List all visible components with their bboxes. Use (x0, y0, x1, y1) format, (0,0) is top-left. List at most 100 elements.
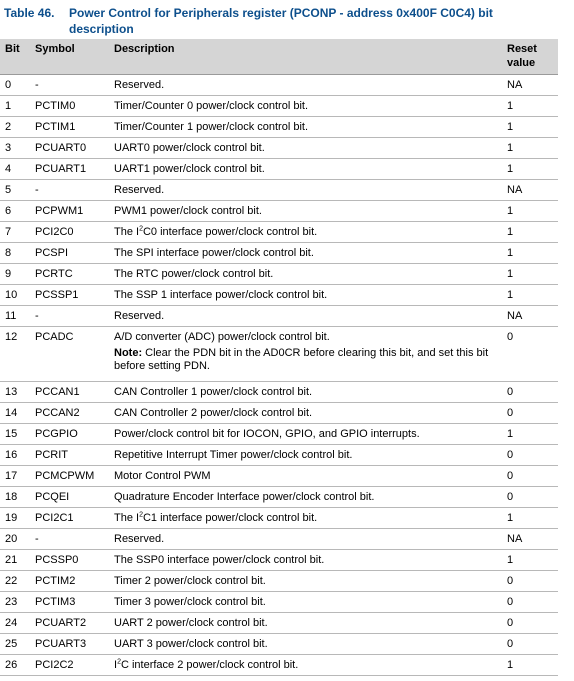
table-row: 15 PCGPIO Power/clock control bit for IOCO… (0, 423, 558, 445)
bit-cell: 8 (0, 242, 30, 264)
header-bit: Bit (0, 39, 30, 75)
description-cell: The SSP0 interface power/clock control b… (109, 549, 502, 571)
description-cell: The SPI interface power/clock control bi… (109, 242, 502, 264)
symbol-cell: PCGPIO (30, 423, 109, 445)
table-row: 11- Reserved. NA (0, 305, 558, 327)
table-row: 4 PCUART1 UART1 power/clock control bit. 1 (0, 158, 558, 180)
description-text: CAN Controller 2 power/clock control bit… (114, 407, 313, 419)
description-text: UART0 power/clock control bit. (114, 142, 265, 154)
table-row: 8 PCSPI The SPI interface power/clock cont… (0, 242, 558, 264)
description-cell: The I2C0 interface power/clock control b… (109, 221, 502, 243)
table-row: 3 PCUART0 UART0 power/clock control bit. 1 (0, 137, 558, 159)
description-cell: Timer 3 power/clock control bit. (109, 591, 502, 613)
superscript: 2 (117, 658, 121, 666)
symbol-cell: PCMCPWM (30, 465, 109, 487)
bit-cell: 15 (0, 423, 30, 445)
description-text: Repetitive Interrupt Timer power/clock c… (114, 449, 353, 461)
symbol-cell: PCRIT (30, 444, 109, 466)
bit-cell: 17 (0, 465, 30, 487)
superscript: 2 (139, 511, 143, 519)
note-label: Note: (114, 347, 143, 359)
table-title: Power Control for Peripherals register (… (69, 6, 493, 36)
description-cell: Power/clock control bit for IOCON, GPIO,… (109, 423, 502, 445)
table-row: 1 PCTIM0 Timer/Counter 0 power/clock contr… (0, 95, 558, 117)
description-cell: The RTC power/clock control bit. (109, 263, 502, 285)
symbol-cell: - (30, 528, 109, 550)
description-text: The I (114, 226, 140, 238)
table-row: 22 PCTIM2 Timer 2 power/clock control bit.… (0, 570, 558, 592)
description-cell: CAN Controller 2 power/clock control bit… (109, 402, 502, 424)
symbol-cell: PCUART1 (30, 158, 109, 180)
reset-value-cell: 1 (502, 507, 558, 529)
reset-value-cell: 1 (502, 242, 558, 264)
reset-value-cell: 1 (502, 95, 558, 117)
description-text: UART1 power/clock control bit. (114, 163, 265, 175)
description-text: Timer/Counter 1 power/clock control bit. (114, 121, 308, 133)
note-text: Clear the PDN bit in the AD0CR before cl… (114, 347, 489, 372)
description-note: Note: Clear the PDN bit in the AD0CR bef… (114, 347, 498, 373)
symbol-cell: PCSPI (30, 242, 109, 264)
bit-cell: 11 (0, 305, 30, 327)
symbol-cell: - (30, 305, 109, 327)
description-cell: Reserved. (109, 305, 502, 327)
table-row: 9 PCRTC The RTC power/clock control bit. 1 (0, 263, 558, 285)
description-text: The I (114, 512, 140, 524)
symbol-cell: PCRTC (30, 263, 109, 285)
reset-value-cell: 0 (502, 612, 558, 634)
description-text: I (114, 659, 118, 671)
description-text: PWM1 power/clock control bit. (114, 205, 262, 217)
symbol-cell: PCTIM0 (30, 95, 109, 117)
description-text-rest: C0 interface power/clock control bit. (142, 226, 318, 238)
reset-value-cell: NA (502, 305, 558, 327)
table-row: 18 PCQEI Quadrature Encoder Interface powe… (0, 486, 558, 508)
bit-cell: 25 (0, 633, 30, 655)
reset-value-cell: 1 (502, 654, 558, 676)
description-cell: Reserved. (109, 528, 502, 550)
description-cell: Timer/Counter 1 power/clock control bit. (109, 116, 502, 138)
bit-cell: 14 (0, 402, 30, 424)
description-text: The RTC power/clock control bit. (114, 268, 274, 280)
reset-value-cell: 0 (502, 444, 558, 466)
symbol-cell: PCQEI (30, 486, 109, 508)
description-cell: UART 2 power/clock control bit. (109, 612, 502, 634)
register-table: Bit Symbol Description Reset value 0- Res… (0, 39, 558, 676)
symbol-cell: PCI2C0 (30, 221, 109, 243)
bit-cell: 13 (0, 381, 30, 403)
bit-cell: 23 (0, 591, 30, 613)
reset-value-cell: 0 (502, 381, 558, 403)
bit-cell: 26 (0, 654, 30, 676)
symbol-cell: - (30, 74, 109, 96)
description-text: The SPI interface power/clock control bi… (114, 247, 314, 259)
symbol-cell: PCTIM3 (30, 591, 109, 613)
table-row: 21 PCSSP0 The SSP0 interface power/clock c… (0, 549, 558, 571)
description-text: Quadrature Encoder Interface power/clock… (114, 491, 375, 503)
reset-value-cell: 0 (502, 465, 558, 487)
bit-cell: 3 (0, 137, 30, 159)
table-body: 0- Reserved. NA 1 PCTIM0 Timer/Counter 0 powe… (0, 74, 558, 676)
reset-value-cell: 1 (502, 263, 558, 285)
table-row: 26 PCI2C2 I2C interface 2 power/clock cont… (0, 654, 558, 676)
bit-cell: 0 (0, 74, 30, 96)
reset-value-cell: 1 (502, 221, 558, 243)
bit-cell: 4 (0, 158, 30, 180)
bit-cell: 10 (0, 284, 30, 306)
bit-cell: 22 (0, 570, 30, 592)
reset-value-cell: NA (502, 179, 558, 201)
description-cell: UART1 power/clock control bit. (109, 158, 502, 180)
reset-value-cell: NA (502, 528, 558, 550)
description-text: CAN Controller 1 power/clock control bit… (114, 386, 313, 398)
reset-value-cell: 1 (502, 200, 558, 222)
symbol-cell: PCADC (30, 326, 109, 382)
description-cell: Quadrature Encoder Interface power/clock… (109, 486, 502, 508)
description-text-rest: C1 interface power/clock control bit. (142, 512, 318, 524)
header-description: Description (109, 39, 502, 75)
description-cell: PWM1 power/clock control bit. (109, 200, 502, 222)
reset-value-cell: 0 (502, 633, 558, 655)
reset-value-cell: 1 (502, 116, 558, 138)
bit-cell: 6 (0, 200, 30, 222)
table-row: 25 PCUART3 UART 3 power/clock control bit.… (0, 633, 558, 655)
description-cell: UART0 power/clock control bit. (109, 137, 502, 159)
reset-value-cell: 0 (502, 570, 558, 592)
symbol-cell: PCUART2 (30, 612, 109, 634)
table-row: 20- Reserved. NA (0, 528, 558, 550)
